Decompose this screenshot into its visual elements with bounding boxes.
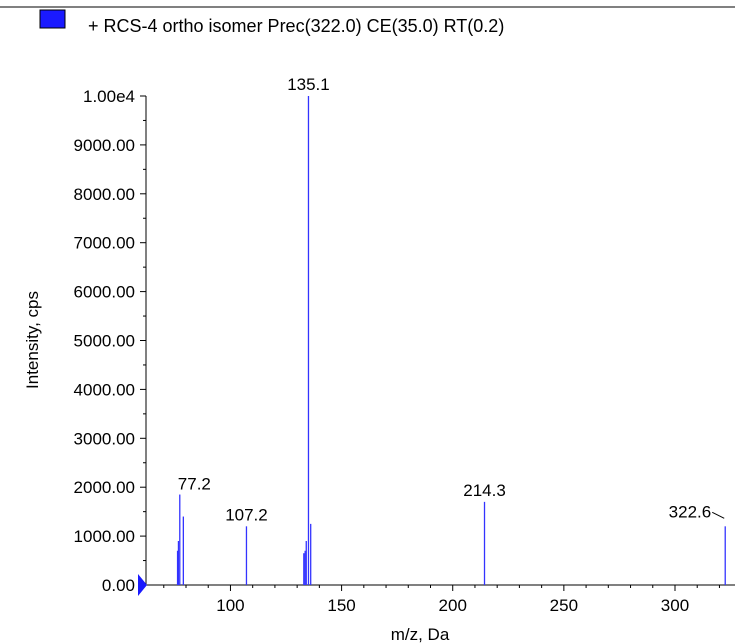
y-tick-label: 9000.00 [74, 136, 135, 155]
zero-marker-icon [138, 574, 147, 596]
y-axis-title: Intensity, cps [23, 291, 42, 389]
x-tick-label: 150 [327, 596, 355, 615]
peak-label: 322.6 [669, 502, 712, 521]
peak-label-leader [711, 511, 725, 519]
y-tick-label: 1.00e4 [83, 87, 135, 106]
x-tick-label: 250 [550, 596, 578, 615]
y-tick-label: 7000.00 [74, 234, 135, 253]
x-tick-label: 300 [661, 596, 689, 615]
y-tick-label: 4000.00 [74, 380, 135, 399]
y-tick-label: 3000.00 [74, 429, 135, 448]
peak-label: 214.3 [463, 481, 506, 500]
peaks [176, 96, 726, 585]
legend-swatch [39, 9, 66, 29]
x-tick-label: 100 [216, 596, 244, 615]
y-tick-label: 0.00 [102, 576, 135, 595]
peak-label: 107.2 [225, 505, 268, 524]
x-ticks: 100 150 200 250 300 [163, 585, 720, 615]
y-tick-label: 2000.00 [74, 478, 135, 497]
legend-label: + RCS-4 ortho isomer Prec(322.0) CE(35.0… [88, 16, 504, 36]
y-ticks: 0.00 1000.00 2000.00 3000.00 4000.00 5000.00 6… [74, 87, 146, 595]
legend: + RCS-4 ortho isomer Prec(322.0) CE(35.0… [39, 9, 504, 36]
y-tick-label: 1000.00 [74, 527, 135, 546]
x-axis-title: m/z, Da [391, 625, 450, 643]
peak-label: 135.1 [287, 75, 330, 94]
y-tick-label: 6000.00 [74, 283, 135, 302]
peak-labels: 77.2 107.2 135.1 214.3 322.6 [178, 75, 725, 524]
y-tick-label: 8000.00 [74, 185, 135, 204]
x-tick-label: 200 [439, 596, 467, 615]
y-tick-label: 5000.00 [74, 332, 135, 351]
peak-label: 77.2 [178, 475, 211, 494]
